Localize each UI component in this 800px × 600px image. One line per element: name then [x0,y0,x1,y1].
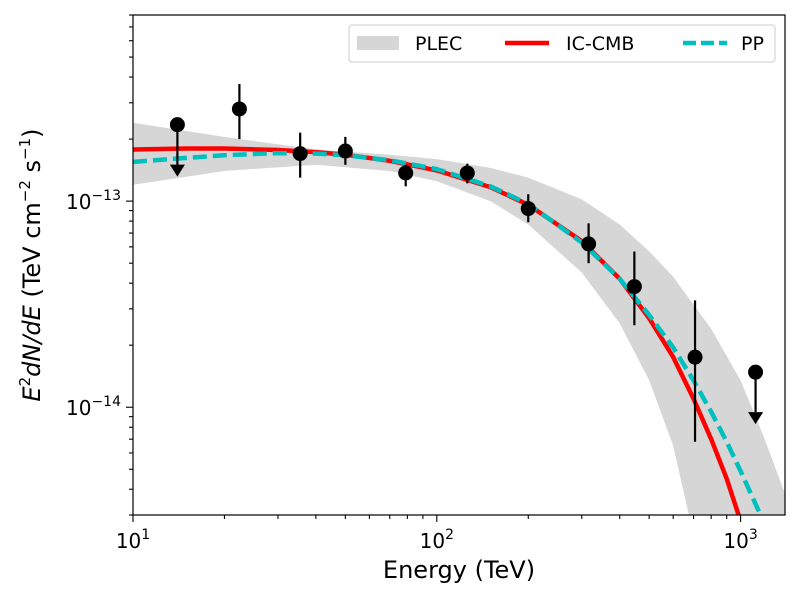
upper-limit-arrow [748,412,764,425]
data-point [292,146,308,162]
data-point [169,117,185,133]
data-point [687,349,703,365]
plec-band [133,122,785,515]
upper-limit-arrow [169,164,185,177]
x-tick-label: 102 [420,527,454,553]
y-tick-label: 10−14 [66,394,121,420]
legend-label-ic-cmb: IC-CMB [566,33,634,55]
x-tick-label: 103 [723,527,757,553]
legend-label-plec: PLEC [415,33,462,55]
y-axis-label: E2dN/dE (TeV cm−2 s−1) [16,128,46,401]
y-tick-label: 10−13 [66,188,121,214]
data-point [748,364,764,380]
x-axis-label: Energy (TeV) [383,556,535,584]
data-point [581,236,597,252]
data-point [398,165,414,181]
legend-swatch-plec [357,36,399,50]
data-point [520,201,536,217]
legend-frame [348,24,776,63]
data-point [459,165,475,181]
plot-frame [132,14,786,516]
data-points-layer [169,84,764,442]
legend-label-pp: PP [741,33,764,55]
data-point [231,101,247,117]
data-point [337,143,353,159]
plot-area [133,122,785,515]
x-tick-label: 101 [116,527,150,553]
legend: PLEC IC-CMB PP [348,24,776,63]
axis-ticks: 101 102 103 10−13 10−14 [66,14,758,553]
data-point [626,279,642,295]
